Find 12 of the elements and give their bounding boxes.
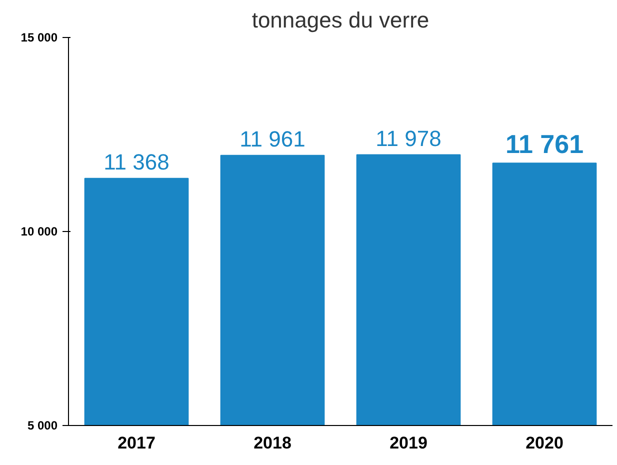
y-tick-label: 5 000	[27, 418, 58, 432]
x-tick-label: 2020	[526, 434, 564, 452]
data-label: 11 368	[104, 149, 170, 174]
x-tick-label: 2018	[254, 434, 292, 452]
y-tick-label: 15 000	[20, 30, 58, 44]
chart-title: tonnages du verre	[252, 8, 430, 32]
data-label: 11 978	[376, 126, 442, 151]
x-tick-label: 2017	[118, 434, 156, 452]
y-tick-label: 10 000	[20, 224, 58, 238]
x-tick-label: 2019	[390, 434, 428, 452]
data-label: 11 961	[240, 126, 306, 152]
data-label: 11 761	[505, 129, 584, 160]
